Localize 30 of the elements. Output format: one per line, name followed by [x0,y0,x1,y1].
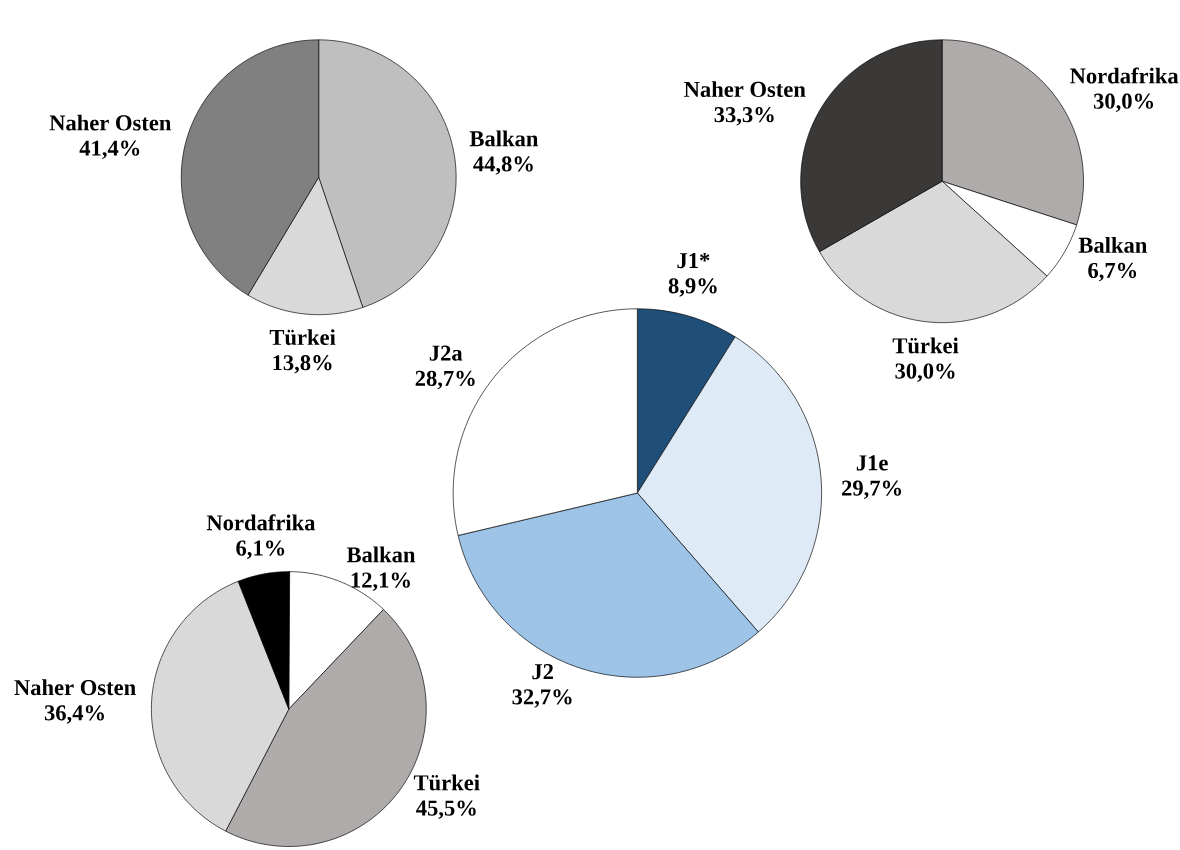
slice-label: Türkei [892,337,959,354]
data-label: 30,0% [1093,93,1154,112]
slice-label: Nordafrika [1070,67,1179,84]
data-label: 45,5% [416,800,476,819]
data-label: 12,1% [351,572,410,591]
slice-label: J2 [532,663,553,680]
slice-label: Naher Osten [684,80,806,97]
data-label: 28,7% [415,370,475,389]
data-label: 41,4% [79,140,140,159]
slice-label: Balkan [346,546,416,563]
data-label: 29,7% [842,480,902,499]
slice-label: Türkei [269,328,336,345]
data-label: 33,3% [714,106,774,126]
data-label: 6,7% [1088,262,1137,282]
data-label: 30,0% [895,363,955,382]
slice-label: J1e [856,455,888,471]
slice-label: Naher Osten [14,679,136,695]
slice-label: Balkan [1078,236,1147,253]
slice-label: Balkan [469,130,539,147]
data-label: 44,8% [473,156,533,175]
data-label: 36,4% [44,704,104,724]
data-label: 6,1% [236,540,285,559]
slice-label: J2a [429,345,463,361]
data-label: 32,7% [512,689,572,708]
slice-label: J1* [677,252,710,268]
data-label: 13,8% [273,354,332,374]
data-label: 8,9% [668,277,717,297]
slice-label: Türkei [413,774,480,791]
slice-label: Naher Osten [49,114,172,131]
slice-label: Nordafrika [206,514,316,531]
